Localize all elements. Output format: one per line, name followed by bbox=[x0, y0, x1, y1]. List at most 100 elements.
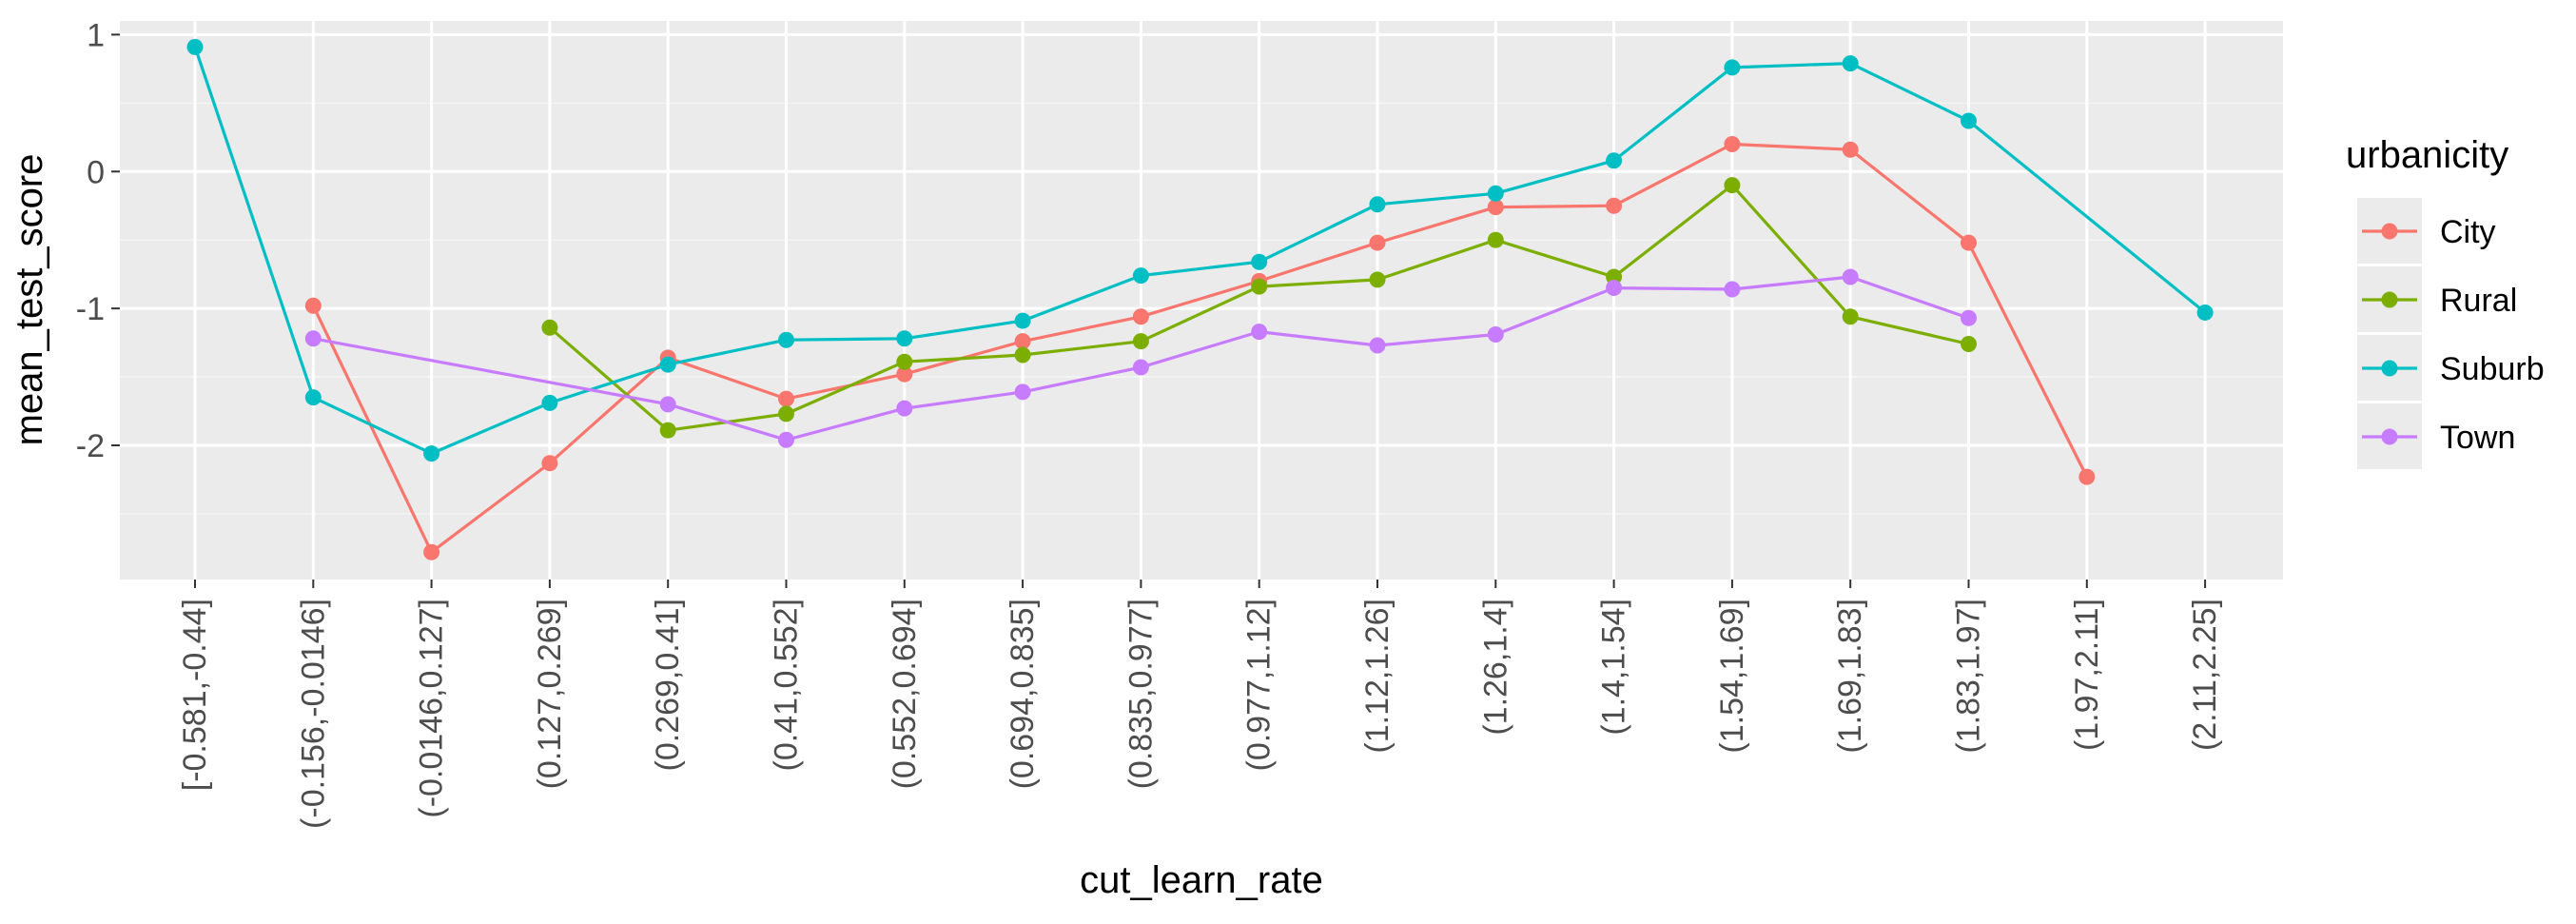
data-point-suburb bbox=[1842, 55, 1859, 72]
data-point-town bbox=[778, 431, 794, 448]
x-tick-label: (-0.0146,0.127] bbox=[414, 599, 450, 818]
legend-item-city: City bbox=[2357, 198, 2496, 264]
x-axis-title: cut_learn_rate bbox=[1080, 859, 1323, 901]
data-point-city bbox=[1487, 199, 1504, 216]
legend-title: urbanicity bbox=[2346, 134, 2508, 176]
data-point-suburb bbox=[1724, 59, 1741, 76]
x-tick-label: (0.41,0.552] bbox=[769, 599, 805, 771]
series-rural bbox=[541, 177, 1977, 439]
series-town bbox=[304, 268, 1977, 448]
data-point-rural bbox=[896, 353, 913, 370]
x-tick-label: (1.69,1.83] bbox=[1832, 599, 1868, 754]
data-point-city bbox=[541, 455, 558, 472]
data-point-city bbox=[1961, 234, 1977, 251]
x-tick-label: (0.552,0.694] bbox=[887, 599, 923, 789]
x-tick-label: (1.4,1.54] bbox=[1596, 599, 1632, 736]
x-tick-label: [-0.581,-0.44] bbox=[177, 599, 213, 791]
data-point-city bbox=[304, 297, 322, 314]
x-tick-label: (1.26,1.4] bbox=[1477, 599, 1513, 736]
data-point-suburb bbox=[659, 356, 676, 373]
series-suburb bbox=[186, 38, 2214, 462]
data-point-suburb bbox=[1369, 196, 1386, 213]
data-point-city bbox=[1724, 135, 1741, 152]
y-tick-label: -1 bbox=[76, 291, 105, 327]
legend-label-town: Town bbox=[2440, 420, 2515, 456]
series-city bbox=[304, 135, 2096, 560]
legend-label-suburb: Suburb bbox=[2440, 351, 2545, 387]
data-point-suburb bbox=[1132, 267, 1149, 285]
data-point-rural bbox=[1842, 308, 1859, 325]
legend-label-city: City bbox=[2440, 214, 2496, 250]
x-tick-label: (-0.156,-0.0146] bbox=[295, 599, 331, 829]
data-point-city bbox=[1606, 197, 1623, 214]
data-point-rural bbox=[1724, 177, 1741, 194]
x-tick-label: (0.977,1.12] bbox=[1241, 599, 1278, 771]
data-point-suburb bbox=[541, 394, 558, 411]
data-point-town bbox=[1369, 337, 1386, 354]
data-point-suburb bbox=[1251, 253, 1268, 270]
x-tick-label: (0.835,0.977] bbox=[1122, 599, 1159, 789]
data-point-city bbox=[1132, 308, 1149, 325]
x-tick-label: (0.269,0.41] bbox=[650, 599, 686, 771]
data-point-suburb bbox=[1014, 312, 1031, 329]
data-point-city bbox=[1369, 234, 1386, 251]
data-point-suburb bbox=[2196, 304, 2214, 321]
x-tick-label: (1.12,1.26] bbox=[1359, 599, 1395, 754]
data-point-town bbox=[304, 330, 322, 347]
data-point-suburb bbox=[896, 330, 913, 347]
series-layer bbox=[186, 38, 2214, 560]
data-point-town bbox=[1132, 359, 1149, 376]
data-point-town bbox=[1961, 309, 1977, 326]
data-point-rural bbox=[1487, 231, 1504, 248]
legend-item-rural: Rural bbox=[2357, 266, 2517, 332]
axis-layer: -2 -1 0 1 [-0.581,-0.44] (-0.156,-0.0146] (-0.… bbox=[76, 17, 2223, 829]
data-point-suburb bbox=[423, 445, 440, 462]
data-point-town bbox=[1724, 281, 1741, 298]
data-point-city bbox=[778, 390, 794, 407]
data-point-suburb bbox=[778, 331, 794, 348]
data-point-town bbox=[1251, 324, 1268, 341]
data-point-suburb bbox=[1487, 185, 1504, 202]
data-point-town bbox=[1606, 280, 1623, 297]
x-tick-label: (1.54,1.69] bbox=[1714, 599, 1750, 754]
data-point-city bbox=[2078, 468, 2096, 485]
legend-items: City Rural Suburb Town bbox=[2357, 198, 2545, 469]
x-tick-label: (2.11,2.25] bbox=[2187, 599, 2223, 751]
data-point-rural bbox=[541, 319, 558, 336]
data-point-suburb bbox=[186, 38, 204, 55]
data-point-city bbox=[1014, 333, 1031, 350]
x-tick-label: (0.127,0.269] bbox=[532, 599, 568, 789]
x-tick-label: (0.694,0.835] bbox=[1005, 599, 1041, 789]
series-line-city bbox=[311, 142, 2089, 554]
legend-label-rural: Rural bbox=[2440, 283, 2517, 319]
x-tick-label: (1.83,1.97] bbox=[1951, 599, 1987, 754]
data-point-rural bbox=[778, 405, 794, 423]
data-point-suburb bbox=[1961, 112, 1977, 129]
y-tick-label: 0 bbox=[87, 154, 105, 190]
data-point-rural bbox=[1251, 278, 1268, 295]
data-point-rural bbox=[659, 422, 676, 439]
y-tick-label: 1 bbox=[87, 17, 105, 53]
x-tick-label: (1.97,2.11] bbox=[2069, 599, 2105, 751]
data-point-suburb bbox=[304, 389, 322, 406]
y-axis-title: mean_test_score bbox=[9, 154, 50, 446]
y-tick-label: -2 bbox=[76, 428, 105, 464]
legend-key-point-rural bbox=[2381, 291, 2398, 308]
data-point-town bbox=[896, 400, 913, 417]
data-point-suburb bbox=[1606, 152, 1623, 169]
legend-item-town: Town bbox=[2357, 403, 2515, 469]
data-point-rural bbox=[1369, 271, 1386, 288]
data-point-rural bbox=[1014, 346, 1031, 364]
data-point-city bbox=[1842, 141, 1859, 158]
grid-layer bbox=[120, 21, 2283, 580]
legend-key-point-suburb bbox=[2381, 360, 2398, 377]
data-point-town bbox=[659, 396, 676, 413]
data-point-rural bbox=[1132, 333, 1149, 350]
legend-item-suburb: Suburb bbox=[2357, 335, 2545, 401]
legend-key-point-city bbox=[2381, 223, 2398, 240]
legend-key-point-town bbox=[2381, 428, 2398, 445]
plot-panel bbox=[120, 21, 2283, 580]
data-point-city bbox=[423, 543, 440, 560]
